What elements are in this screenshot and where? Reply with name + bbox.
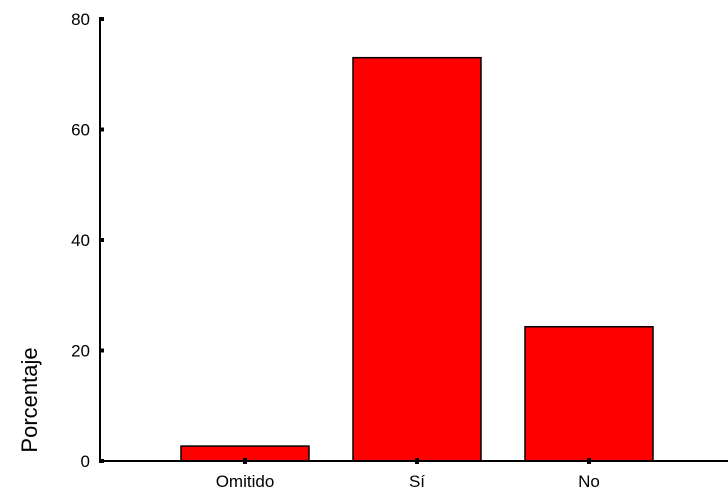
y-tick-label: 80 <box>71 10 90 29</box>
y-tick-mark <box>99 348 104 353</box>
y-axis-title: Porcentaje <box>17 347 42 452</box>
y-tick-label: 40 <box>71 231 90 250</box>
bar-si <box>352 56 482 462</box>
x-tick-label: Sí <box>409 472 425 491</box>
y-tick-mark <box>99 238 104 242</box>
y-tick-label: 60 <box>71 121 90 140</box>
x-tick-label: No <box>578 472 600 491</box>
x-tick-mark <box>587 458 591 464</box>
y-tick-label: 0 <box>81 452 90 471</box>
y-tick-mark <box>99 459 104 463</box>
bars-group <box>180 56 654 462</box>
x-ticks-group: Omitido Sí No <box>216 458 600 491</box>
x-tick-label: Omitido <box>216 472 275 491</box>
y-tick-label: 20 <box>71 342 90 361</box>
bar-no <box>524 325 654 462</box>
x-tick-mark <box>243 458 247 464</box>
y-tick-mark <box>99 17 104 21</box>
x-tick-mark <box>415 458 419 464</box>
y-tick-mark <box>99 127 104 132</box>
y-ticks-group: 0 20 40 60 80 <box>71 10 104 471</box>
